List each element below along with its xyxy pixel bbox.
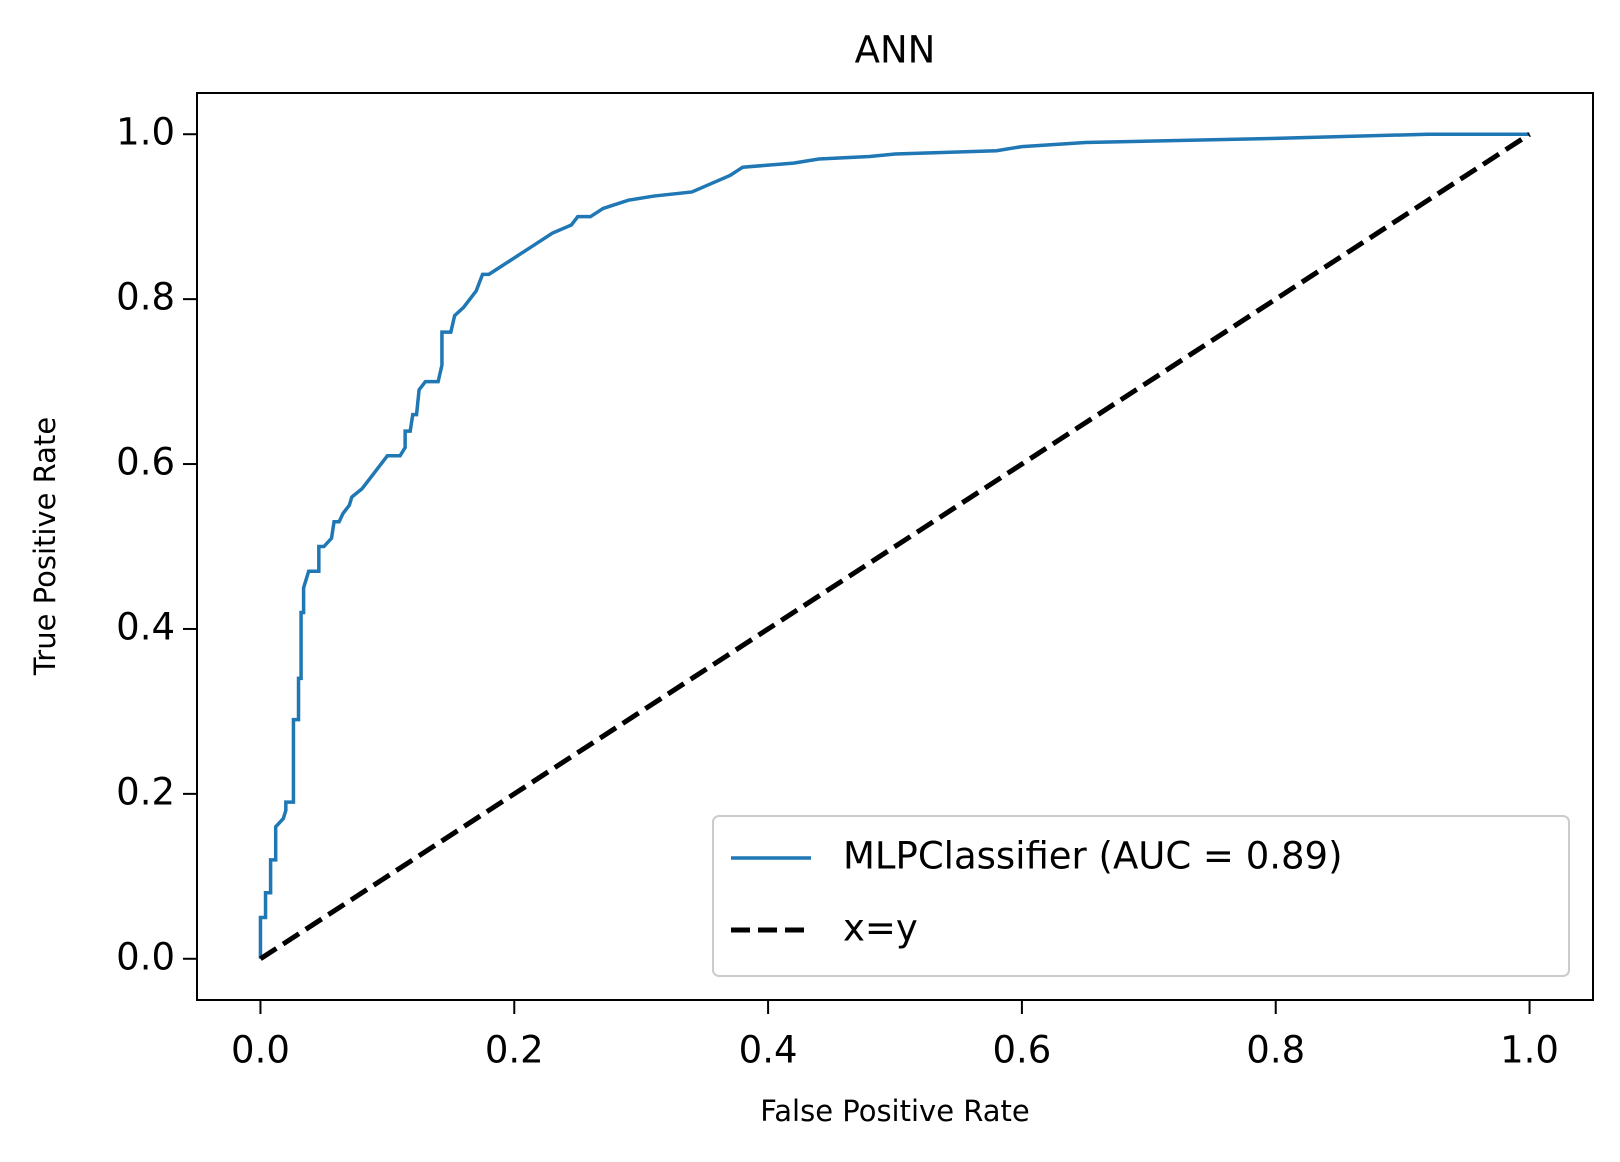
x-tick-label: 0.8	[1246, 1029, 1305, 1072]
legend-label: MLPClassifier (AUC = 0.89)	[843, 835, 1343, 878]
x-tick-label: 0.2	[485, 1029, 544, 1072]
line-series	[259, 132, 1531, 961]
legend-box	[712, 815, 1570, 977]
x-tick-label: 1.0	[1500, 1029, 1559, 1072]
y-tick-label: 0.0	[116, 935, 175, 978]
y-axis-label: True Positive Rate	[28, 417, 62, 676]
x-tick-label: 0.0	[231, 1029, 290, 1072]
line-series	[258, 132, 1530, 959]
y-tick-label: 0.6	[116, 441, 175, 484]
y-tick-label: 0.2	[116, 770, 175, 813]
x-axis-label: False Positive Rate	[760, 1094, 1030, 1128]
x-tick-label: 0.4	[739, 1029, 798, 1072]
chart-title: ANN	[855, 29, 936, 72]
y-tick-label: 0.8	[116, 276, 175, 319]
y-tick-label: 0.4	[116, 605, 175, 648]
plot-frame	[196, 92, 1594, 1001]
y-tick-label: 1.0	[116, 111, 175, 154]
x-tick-label: 0.6	[992, 1029, 1051, 1072]
legend-label: x=y	[843, 907, 918, 950]
